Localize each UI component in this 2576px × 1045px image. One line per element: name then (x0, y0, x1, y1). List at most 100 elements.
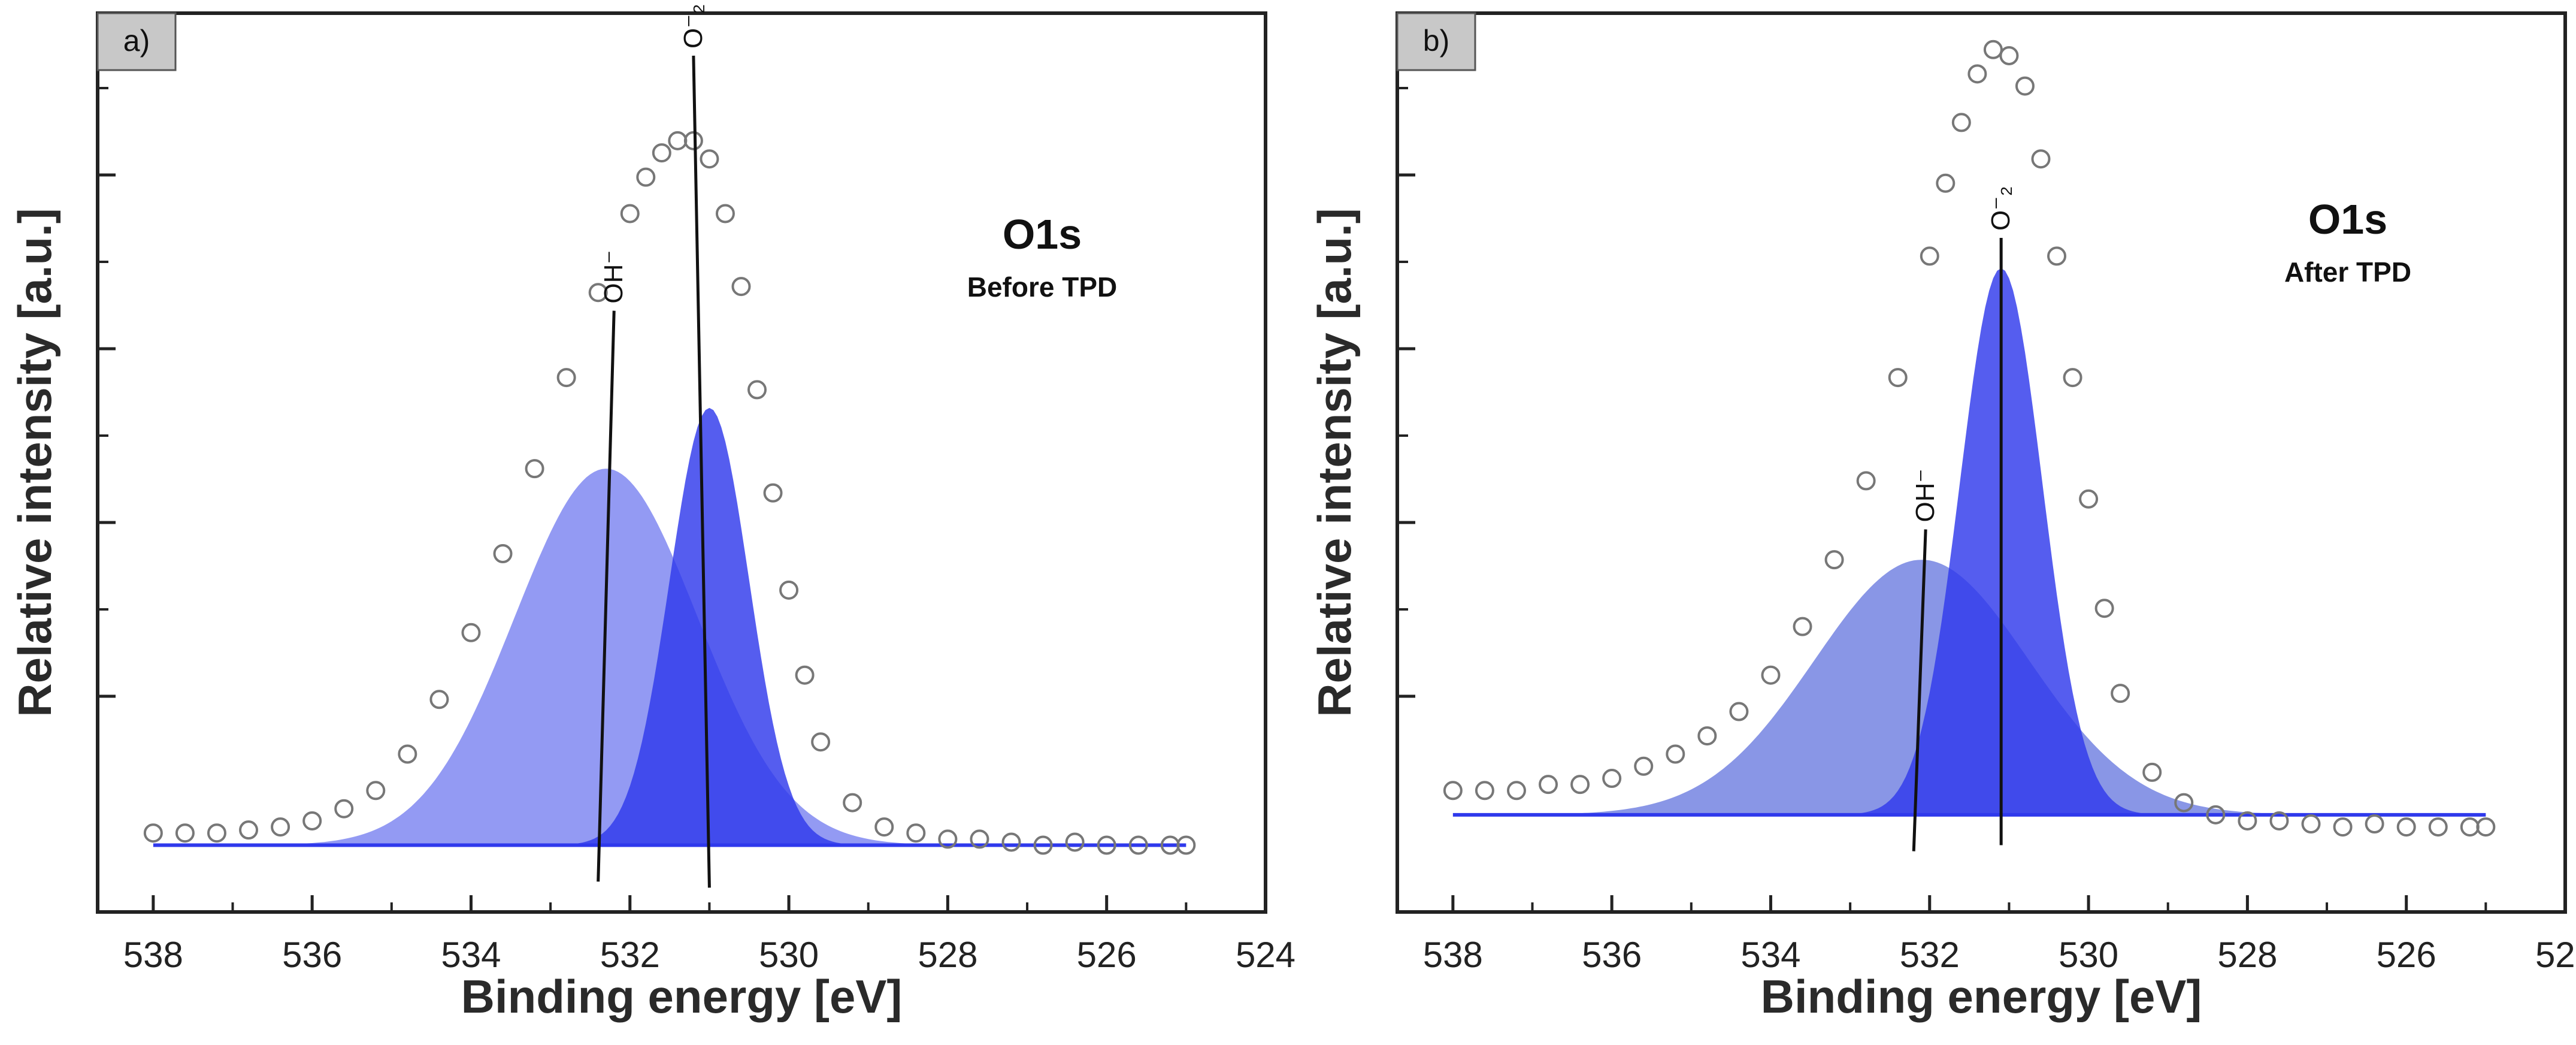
data-point (1824, 550, 1844, 570)
data-point (1983, 40, 2003, 59)
data-point (811, 732, 831, 752)
data-point (2396, 817, 2416, 837)
component-label: O⁻₂ (1986, 186, 2015, 231)
condition-label-a: Before TPD (967, 271, 1117, 303)
data-point (175, 823, 195, 843)
plot-frame-b (1396, 11, 2567, 914)
x-ticks-b: 538 536 534 532 530 528 526 524 (1423, 895, 2576, 975)
component-lines-a: OH⁻ O⁻₂ (597, 4, 711, 888)
x-axis-title-b: Binding energy [eV] (1761, 970, 2202, 1023)
component-label: OH⁻ (1911, 469, 1940, 522)
data-point (1033, 835, 1053, 855)
x-tick-label: 528 (918, 935, 977, 975)
data-point (1856, 471, 1876, 491)
peak-fill-o2 (153, 407, 1186, 845)
data-point (1634, 756, 1654, 776)
data-point (398, 744, 417, 764)
x-tick-label: 526 (1077, 935, 1137, 975)
data-point (747, 380, 767, 400)
data-point (1951, 113, 1971, 132)
data-point (2238, 811, 2257, 830)
x-tick-label: 534 (1740, 935, 1800, 975)
x-axis-title-a: Binding energy [eV] (461, 970, 903, 1023)
data-point (1443, 781, 1463, 801)
data-point (970, 829, 989, 849)
data-point (620, 204, 640, 224)
data-points-b (1443, 40, 2496, 837)
peak-fills-a (153, 407, 1186, 847)
component-marker-line (1912, 529, 1927, 851)
data-point (906, 823, 926, 843)
data-point (366, 781, 386, 801)
data-point (493, 544, 513, 564)
data-point (239, 820, 259, 840)
x-ticks-a: 538 536 534 532 530 528 526 524 (123, 895, 1295, 975)
data-point (1936, 173, 1956, 193)
data-points-a (143, 131, 1196, 855)
data-point (1001, 832, 1021, 852)
data-point (636, 167, 656, 187)
data-point (1761, 665, 1781, 685)
data-point (1506, 781, 1526, 801)
data-point (271, 817, 290, 837)
data-point (2111, 684, 2130, 703)
component-lines-b: OH⁻ O⁻₂ (1911, 186, 2015, 851)
data-point (715, 204, 735, 224)
x-tick-label: 532 (1900, 935, 1960, 975)
data-point (2031, 149, 2051, 169)
data-point (302, 811, 322, 830)
x-tick-label: 526 (2377, 935, 2436, 975)
data-point (588, 283, 608, 303)
peak-fill-o2 (1452, 268, 2486, 815)
x-tick-label: 532 (600, 935, 660, 975)
data-point (2015, 76, 2035, 96)
x-tick-label: 538 (1423, 935, 1483, 975)
data-point (461, 623, 481, 642)
data-point (2047, 246, 2067, 266)
data-point (1065, 832, 1085, 852)
panel-b: b) 538 536 534 532 530 528 526 524 OH⁻ O⁻₂ O1s A… (1308, 11, 2576, 1023)
peak-title-b: O1s (2308, 196, 2387, 243)
data-point (652, 143, 671, 163)
panel-label-box-b (1396, 12, 1476, 71)
data-point (2269, 811, 2289, 830)
data-point (334, 799, 354, 819)
data-point (207, 823, 226, 843)
data-point (2142, 762, 2162, 782)
data-point (1999, 46, 2019, 65)
data-point (556, 368, 576, 388)
component-label: O⁻₂ (679, 4, 708, 49)
data-point (1128, 835, 1148, 855)
data-point (874, 817, 894, 837)
x-tick-label: 528 (2217, 935, 2277, 975)
data-point (2079, 489, 2099, 509)
data-point (1697, 726, 1717, 746)
data-point (429, 690, 449, 709)
condition-label-b: After TPD (2284, 256, 2411, 288)
data-point (2333, 817, 2353, 837)
y-axis-title-a: Relative intensity [a.u.] (8, 208, 61, 717)
y-axis-title-b: Relative intensity [a.u.] (1308, 208, 1361, 717)
data-point (1967, 64, 1987, 84)
x-tick-label: 530 (759, 935, 819, 975)
data-point (1539, 775, 1558, 795)
data-point (2476, 817, 2496, 837)
peak-title-a: O1s (1003, 211, 1082, 258)
data-point (143, 823, 163, 843)
data-point (2365, 814, 2384, 834)
data-point (1920, 246, 1939, 266)
y-ticks-b (1397, 87, 1415, 698)
x-tick-label: 536 (1582, 935, 1642, 975)
plot-frame-a (96, 11, 1267, 914)
data-point (2063, 368, 2082, 388)
data-point (795, 665, 815, 685)
x-tick-label: 530 (2059, 935, 2118, 975)
x-tick-label: 536 (282, 935, 342, 975)
data-point (2301, 814, 2321, 834)
data-point (1793, 617, 1812, 636)
data-point (2094, 599, 2114, 618)
data-point (2174, 793, 2194, 813)
